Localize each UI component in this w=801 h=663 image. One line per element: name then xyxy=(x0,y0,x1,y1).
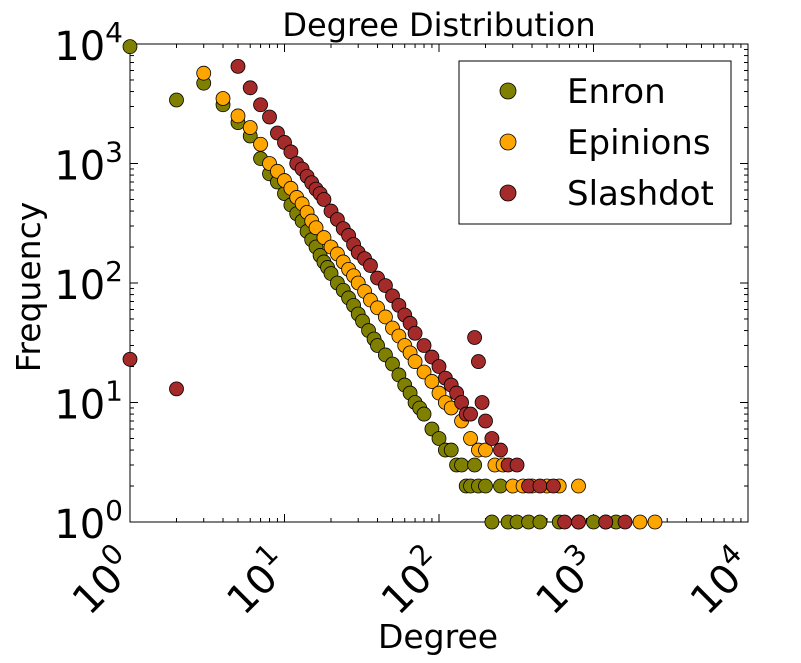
data-point xyxy=(471,354,486,369)
data-point xyxy=(370,338,385,353)
data-point xyxy=(378,309,393,325)
data-point xyxy=(454,457,469,473)
x-tick-labels: 100 101 102 103 104 xyxy=(58,537,763,624)
y-tick-label: 104 xyxy=(54,16,123,70)
data-point xyxy=(467,330,483,345)
y-tick-exponent: 0 xyxy=(105,494,123,527)
x-tick-label: 104 xyxy=(676,537,763,624)
legend-label: Slashdot xyxy=(567,174,714,214)
y-tick-base: 10 xyxy=(54,263,105,309)
y-tick-base: 10 xyxy=(54,24,105,70)
data-point xyxy=(416,406,432,422)
series-slashdot xyxy=(122,58,633,530)
data-point xyxy=(493,442,508,458)
data-point xyxy=(431,431,447,446)
data-point xyxy=(509,457,525,473)
legend-label: Epinions xyxy=(567,123,711,163)
data-point xyxy=(316,192,332,207)
data-point xyxy=(407,325,423,341)
y-tick-base: 10 xyxy=(54,383,105,429)
chart-title: Degree Distribution xyxy=(282,6,595,44)
data-point xyxy=(385,356,400,372)
data-point xyxy=(416,338,432,353)
data-point xyxy=(478,413,493,429)
legend-label: Enron xyxy=(567,72,666,112)
data-point xyxy=(474,395,490,410)
y-tick-label: 102 xyxy=(54,255,123,309)
x-tick-label: 103 xyxy=(522,537,609,624)
data-point xyxy=(571,514,586,530)
data-point xyxy=(215,91,231,106)
data-point xyxy=(532,514,548,530)
data-point xyxy=(532,478,548,494)
data-point xyxy=(378,278,393,294)
legend-marker xyxy=(499,133,517,151)
data-point xyxy=(443,442,459,458)
y-tick-base: 10 xyxy=(54,144,105,190)
y-tick-exponent: 2 xyxy=(105,255,123,288)
data-point xyxy=(598,514,614,530)
data-point xyxy=(283,144,299,160)
data-point xyxy=(308,220,324,236)
data-point xyxy=(545,478,561,494)
data-point xyxy=(242,80,258,96)
x-tick-label: 102 xyxy=(367,537,454,624)
data-point xyxy=(617,514,633,530)
data-point xyxy=(416,364,432,380)
data-point xyxy=(557,514,572,530)
minor-tick-marks xyxy=(130,44,748,522)
data-point xyxy=(467,457,483,473)
y-tick-exponent: 4 xyxy=(105,16,123,49)
y-tick-label: 103 xyxy=(54,136,123,190)
y-axis-label: Frequency xyxy=(9,202,48,372)
y-tick-exponent: 3 xyxy=(105,136,123,169)
legend-marker xyxy=(499,82,517,100)
data-point xyxy=(632,514,648,530)
y-tick-label: 100 xyxy=(54,494,123,548)
data-point xyxy=(484,431,500,446)
data-point xyxy=(253,97,268,113)
data-point xyxy=(230,108,246,124)
data-point xyxy=(571,478,586,494)
y-tick-exponent: 1 xyxy=(105,375,123,408)
x-tick-label: 101 xyxy=(213,537,300,624)
data-point xyxy=(463,431,478,446)
data-point xyxy=(122,39,138,55)
data-point xyxy=(407,354,423,369)
data-point xyxy=(169,92,184,108)
data-point xyxy=(169,381,184,397)
data-point xyxy=(242,120,258,135)
data-point xyxy=(463,406,478,422)
data-points xyxy=(122,39,663,530)
data-point xyxy=(262,109,277,125)
major-tick-marks xyxy=(129,43,749,523)
data-point xyxy=(196,65,212,81)
legend-marker xyxy=(499,184,517,202)
data-point xyxy=(647,514,663,530)
x-axis-label: Degree xyxy=(378,617,498,656)
data-point xyxy=(230,58,246,74)
y-tick-base: 10 xyxy=(54,502,105,548)
data-point xyxy=(478,478,493,494)
data-point xyxy=(253,136,268,152)
y-tick-label: 101 xyxy=(54,375,123,429)
data-point xyxy=(478,442,493,458)
data-point xyxy=(484,514,500,530)
data-point xyxy=(122,351,138,367)
legend: Enron Epinions Slashdot xyxy=(458,60,732,225)
data-point xyxy=(363,258,378,273)
data-point xyxy=(431,359,447,374)
x-tick-label: 100 xyxy=(58,537,145,624)
